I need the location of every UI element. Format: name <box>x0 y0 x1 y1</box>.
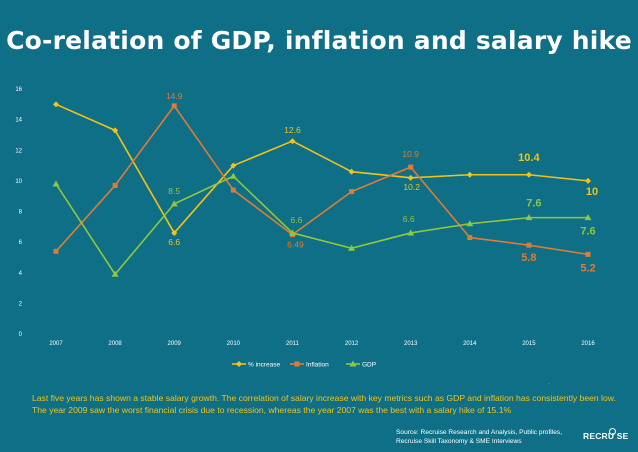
x-tick-label: 2007 <box>49 341 63 347</box>
data-point-square <box>53 248 59 254</box>
x-tick-label: 2015 <box>522 341 536 347</box>
series-line-inflation <box>55 105 589 256</box>
x-tick-label: 2010 <box>227 341 241 347</box>
data-point-triangle <box>52 180 60 187</box>
data-point-diamond <box>289 138 296 145</box>
chart-description: Last five years has shown a stable salar… <box>32 393 616 415</box>
data-label: 8.5 <box>168 186 180 196</box>
data-label: 10.9 <box>402 149 419 159</box>
recruise-logo: RECRU SE <box>583 431 629 441</box>
data-point-diamond <box>407 174 414 181</box>
data-point-square <box>171 103 177 109</box>
data-point-square <box>230 187 236 193</box>
y-tick-label: 0 <box>19 332 23 338</box>
data-point-diamond <box>171 229 178 236</box>
y-tick-label: 2 <box>19 301 23 307</box>
data-label: 7.6 <box>526 198 541 210</box>
data-point-diamond <box>585 177 591 184</box>
x-tick-label: 2016 <box>581 341 595 347</box>
legend-label: % increase <box>248 362 281 369</box>
x-tick-label: 2008 <box>108 341 122 347</box>
data-point-triangle <box>584 214 592 221</box>
y-tick-label: 10 <box>15 179 22 185</box>
y-tick-label: 4 <box>19 271 23 277</box>
data-point-triangle <box>525 214 533 221</box>
y-tick-label: 12 <box>15 148 22 154</box>
data-label: 10 <box>586 186 598 198</box>
data-point-triangle <box>111 270 119 277</box>
data-point-square <box>526 242 532 248</box>
data-label: 6.6 <box>291 215 303 225</box>
series-line-gdp <box>55 175 588 276</box>
series-line--increase <box>55 103 589 234</box>
data-point-triangle <box>466 220 474 227</box>
x-tick-label: 2012 <box>345 341 359 347</box>
x-tick-label: 2013 <box>404 341 418 347</box>
data-label: 10.2 <box>403 182 420 192</box>
data-point-diamond <box>53 101 59 108</box>
data-point-square <box>349 189 355 195</box>
data-label: 7.6 <box>580 226 595 238</box>
data-label: 5.2 <box>580 262 595 274</box>
data-point-diamond <box>348 168 355 175</box>
data-point-triangle <box>407 229 415 236</box>
data-point-diamond <box>466 171 473 178</box>
data-label: 6.49 <box>287 240 304 250</box>
data-point-diamond <box>236 361 242 367</box>
data-label: 10.4 <box>518 152 540 164</box>
data-label: 6.6 <box>403 214 415 224</box>
legend-label: Inflation <box>306 362 329 369</box>
data-label: 14.9 <box>166 91 183 101</box>
data-point-triangle <box>170 200 178 207</box>
data-point-square <box>294 361 300 367</box>
logo-ring-icon <box>609 428 616 435</box>
data-point-triangle <box>229 172 237 179</box>
x-tick-label: 2011 <box>286 341 300 347</box>
y-tick-label: 6 <box>19 240 23 246</box>
data-label: 6.6 <box>168 237 180 247</box>
data-point-square <box>585 251 591 257</box>
data-point-triangle <box>348 244 356 251</box>
chart-title: Co-relation of GDP, inflation and salary… <box>6 26 632 55</box>
legend-label: GDP <box>362 362 376 369</box>
data-point-diamond <box>230 162 237 169</box>
data-point-square <box>408 164 414 170</box>
data-point-square <box>467 235 473 241</box>
source-note: Source: Recruise Research and Analysis, … <box>396 429 563 445</box>
y-tick-label: 16 <box>15 87 22 93</box>
y-tick-label: 8 <box>19 210 23 216</box>
data-point-diamond <box>112 127 119 134</box>
data-label: 5.8 <box>521 252 536 264</box>
small-dot-mark: . <box>548 380 550 386</box>
data-point-triangle <box>288 229 296 236</box>
y-tick-label: 14 <box>15 118 22 124</box>
data-label: 12.6 <box>284 125 301 135</box>
data-point-square <box>112 182 118 188</box>
x-tick-label: 2014 <box>463 341 477 347</box>
data-point-diamond <box>525 171 532 178</box>
data-point-triangle <box>349 360 357 367</box>
x-tick-label: 2009 <box>168 341 182 347</box>
line-chart: 0 2 4 6 8 10 12 14 16 2007 2008 2009 2010 2011 2012 201… <box>15 87 598 369</box>
